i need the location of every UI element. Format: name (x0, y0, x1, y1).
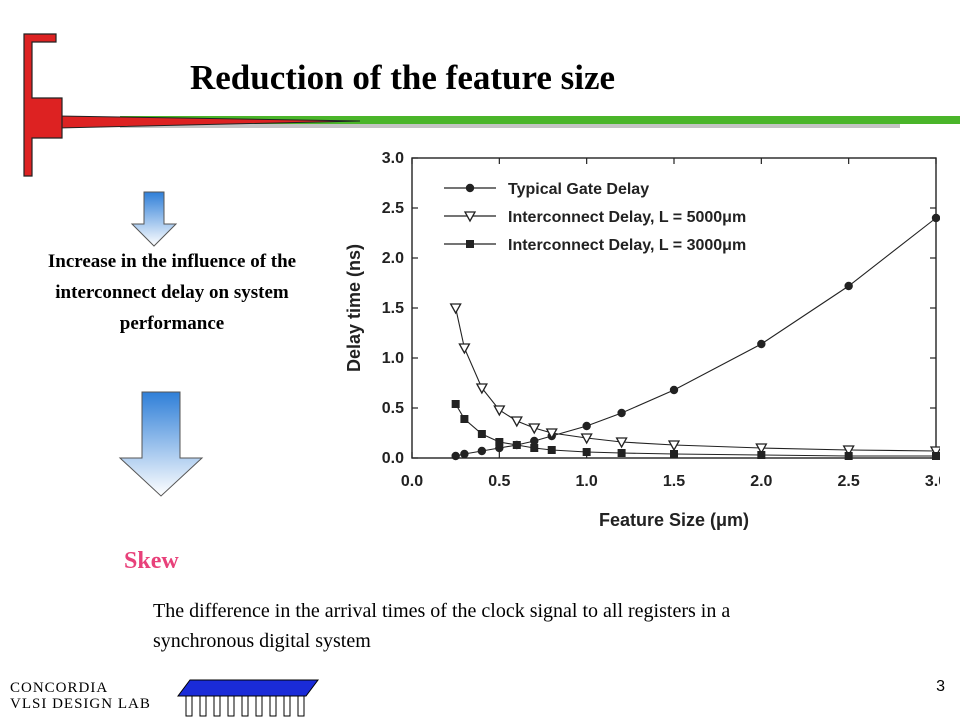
large-down-arrow-icon (118, 391, 204, 497)
influence-text: Increase in the influence of the interco… (47, 251, 297, 334)
series-line-3 (455, 403, 936, 457)
lab-name: CONCORDIA VLSI DESIGN LAB (10, 680, 151, 712)
data-point-series-2 (545, 428, 558, 440)
chip-pin (269, 695, 277, 717)
data-point-series-3 (451, 400, 460, 408)
header-green-bar (120, 116, 960, 124)
y-tick-label: 2.0 (382, 250, 404, 267)
data-point-series-1 (460, 449, 469, 459)
x-tick-label: 2.0 (750, 473, 772, 490)
data-point-series-1 (617, 408, 626, 418)
data-point-series-3 (617, 449, 626, 457)
legend-entry: Interconnect Delay, L = 3000μm (508, 237, 746, 254)
data-point-series-2 (755, 443, 768, 455)
data-point-series-2 (458, 343, 471, 355)
data-point-series-3 (530, 444, 539, 452)
data-point-series-2 (449, 303, 462, 315)
x-tick-label: 0.0 (401, 473, 423, 490)
data-point-series-1 (530, 436, 539, 446)
data-point-series-1 (669, 385, 679, 395)
x-axis-label: Feature Size (μm) (599, 510, 749, 530)
chip-pin (199, 695, 207, 717)
data-point-series-3 (547, 446, 556, 454)
chip-pin (185, 695, 193, 717)
data-point-series-1 (931, 213, 940, 223)
x-tick-label: 1.0 (576, 473, 598, 490)
chip-pin (297, 695, 305, 717)
data-point-series-1 (844, 281, 853, 291)
y-tick-label: 2.5 (382, 200, 404, 217)
legend-entry: Interconnect Delay, L = 5000μm (508, 209, 746, 226)
slide-title: Reduction of the feature size (190, 58, 616, 97)
data-point-series-3 (932, 452, 940, 460)
chip-pins (185, 695, 305, 717)
chip-pin (283, 695, 291, 717)
data-point-series-3 (460, 415, 469, 423)
data-point-series-2 (842, 445, 855, 457)
data-point-series-3 (757, 451, 766, 459)
data-point-series-2 (929, 446, 940, 458)
data-point-series-3 (512, 441, 521, 449)
data-point-series-3 (495, 438, 504, 446)
header-decoration (23, 33, 960, 177)
skew-heading: Skew (124, 548, 179, 574)
x-tick-label: 2.5 (838, 473, 860, 490)
series-line-2 (455, 307, 937, 452)
y-tick-label: 3.0 (382, 150, 404, 167)
lab-name-line2: VLSI DESIGN LAB (10, 696, 151, 712)
data-point-series-1 (582, 421, 591, 431)
header-red-bracket (23, 33, 63, 177)
data-point-series-1 (757, 339, 766, 349)
plot-frame (411, 157, 937, 459)
x-tick-label: 3.0 (925, 473, 940, 490)
chip-pin (227, 695, 235, 717)
chip-pin (213, 695, 221, 717)
data-point-series-3 (582, 448, 591, 456)
header-green-shadow (120, 124, 900, 128)
legend-entry: Typical Gate Delay (508, 181, 649, 198)
data-point-series-2 (528, 423, 541, 435)
data-point-series-3 (844, 452, 853, 460)
data-point-series-2 (667, 440, 681, 452)
legend-marker (463, 211, 477, 223)
data-point-series-2 (475, 383, 488, 395)
skew-definition: The difference in the arrival times of t… (153, 600, 731, 652)
lab-name-line1: CONCORDIA (10, 680, 109, 696)
x-tick-label: 1.5 (663, 473, 685, 490)
data-point-series-2 (580, 433, 593, 445)
data-point-series-2 (510, 416, 523, 428)
y-tick-label: 1.5 (382, 300, 404, 317)
y-tick-label: 1.0 (382, 350, 404, 367)
y-tick-label: 0.0 (382, 450, 404, 467)
chip-pin (241, 695, 249, 717)
delay-chart: 0.0 0.5 1.0 1.5 2.0 2.5 3.0 0.0 0.5 1.0 1.5 2.0 2.5 3… (344, 150, 940, 530)
data-point-series-3 (670, 450, 678, 458)
data-point-series-3 (477, 430, 486, 438)
y-tick-label: 0.5 (382, 400, 404, 417)
legend-marker (465, 183, 475, 193)
legend-marker (466, 240, 474, 248)
y-axis-label: Delay time (ns) (344, 244, 364, 372)
data-point-series-2 (615, 437, 628, 449)
data-point-series-1 (451, 451, 460, 461)
chip-logo-icon (177, 679, 319, 717)
data-point-series-2 (493, 405, 506, 417)
data-point-series-1 (477, 446, 487, 456)
page-number: 3 (936, 678, 945, 695)
x-tick-label: 0.5 (488, 473, 510, 490)
chip-pin (255, 695, 263, 717)
small-down-arrow-icon (130, 191, 178, 247)
